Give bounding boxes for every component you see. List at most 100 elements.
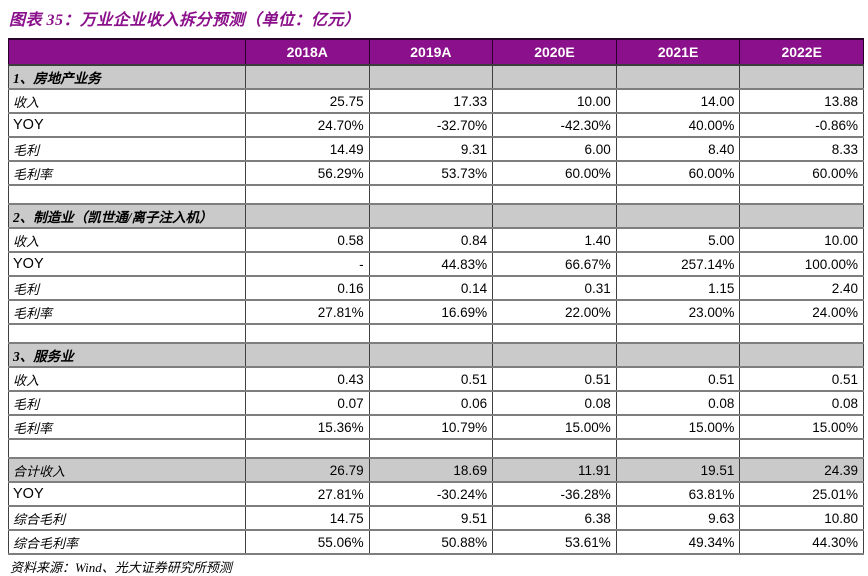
row-label: 合计收入 bbox=[8, 457, 246, 483]
value-cell bbox=[492, 438, 617, 459]
value-cell: 22.00% bbox=[492, 299, 617, 325]
row-label: 2、制造业（凯世通/离子注入机） bbox=[8, 203, 246, 229]
header-cell-2022E: 2022E bbox=[739, 38, 864, 66]
data-row: 毛利 0.07 0.06 0.08 0.08 0.08 bbox=[8, 390, 864, 416]
value-cell: 100.00% bbox=[739, 251, 864, 277]
spacer-row bbox=[8, 184, 864, 205]
value-cell bbox=[245, 438, 370, 459]
value-cell: 19.51 bbox=[615, 457, 741, 483]
value-cell: 17.33 bbox=[368, 88, 494, 114]
value-cell: 13.88 bbox=[739, 88, 864, 114]
section-row: 1、房地产业务 bbox=[8, 64, 864, 90]
value-cell bbox=[368, 184, 494, 205]
row-label: 毛利率 bbox=[8, 414, 246, 440]
value-cell: 0.31 bbox=[492, 275, 617, 301]
value-cell: 0.84 bbox=[368, 227, 494, 253]
value-cell: 60.00% bbox=[739, 160, 864, 186]
value-cell: 27.81% bbox=[245, 481, 370, 507]
value-cell: 0.16 bbox=[245, 275, 370, 301]
value-cell: 14.75 bbox=[245, 505, 370, 531]
value-cell: 1.15 bbox=[615, 275, 741, 301]
value-cell bbox=[739, 342, 864, 368]
row-label: 毛利 bbox=[8, 275, 246, 301]
value-cell: 23.00% bbox=[615, 299, 741, 325]
value-cell: 14.49 bbox=[245, 136, 370, 162]
header-cell-label bbox=[8, 38, 246, 66]
section-row: 2、制造业（凯世通/离子注入机） bbox=[8, 203, 864, 229]
value-cell bbox=[368, 64, 494, 90]
value-cell: 25.01% bbox=[739, 481, 864, 507]
value-cell: -42.30% bbox=[492, 112, 617, 138]
value-cell: 0.51 bbox=[615, 366, 741, 392]
row-label: 3、服务业 bbox=[8, 342, 246, 368]
data-row: YOY -44.83% 66.67% 257.14% 100.00% bbox=[8, 251, 864, 277]
value-cell: 0.58 bbox=[245, 227, 370, 253]
value-cell: 15.00% bbox=[739, 414, 864, 440]
value-cell: 9.63 bbox=[615, 505, 741, 531]
value-cell bbox=[245, 203, 370, 229]
chart-title: 图表 35：万业企业收入拆分预测（单位：亿元） bbox=[9, 12, 361, 29]
value-cell bbox=[245, 184, 370, 205]
value-cell bbox=[739, 438, 864, 459]
value-cell: 15.00% bbox=[615, 414, 741, 440]
value-cell: 0.06 bbox=[368, 390, 494, 416]
value-cell bbox=[245, 64, 370, 90]
value-cell: 0.51 bbox=[739, 366, 864, 392]
value-cell bbox=[739, 64, 864, 90]
value-cell bbox=[739, 323, 864, 344]
value-cell: 11.91 bbox=[492, 457, 617, 483]
value-cell: 9.51 bbox=[368, 505, 494, 531]
row-label: YOY bbox=[8, 112, 246, 138]
data-row: 毛利率 56.29% 53.73% 60.00% 60.00% 60.00% bbox=[8, 160, 864, 186]
row-label: YOY bbox=[8, 481, 246, 507]
forecast-table: 2018A 2019A 2020E 2021E 2022E 1、房地产业务 收入 25.75… bbox=[8, 38, 864, 555]
row-label: 收入 bbox=[8, 366, 246, 392]
value-cell: 18.69 bbox=[368, 457, 494, 483]
value-cell bbox=[739, 184, 864, 205]
header-cell-2019A: 2019A bbox=[368, 38, 494, 66]
data-row: 收入 25.75 17.33 10.00 14.00 13.88 bbox=[8, 88, 864, 114]
data-row: YOY 24.70% -32.70% -42.30% 40.00% -0.86% bbox=[8, 112, 864, 138]
row-label: 收入 bbox=[8, 88, 246, 114]
value-cell: 0.08 bbox=[739, 390, 864, 416]
section-row: 3、服务业 bbox=[8, 342, 864, 368]
spacer-row bbox=[8, 438, 864, 459]
value-cell: 0.14 bbox=[368, 275, 494, 301]
value-cell bbox=[615, 438, 741, 459]
value-cell: 27.81% bbox=[245, 299, 370, 325]
value-cell bbox=[492, 184, 617, 205]
value-cell: 44.30% bbox=[739, 529, 864, 555]
value-cell: 8.33 bbox=[739, 136, 864, 162]
value-cell: 49.34% bbox=[615, 529, 741, 555]
value-cell bbox=[368, 323, 494, 344]
value-cell: 10.80 bbox=[739, 505, 864, 531]
data-row: 毛利 0.16 0.14 0.31 1.15 2.40 bbox=[8, 275, 864, 301]
value-cell bbox=[615, 323, 741, 344]
value-cell: 0.08 bbox=[615, 390, 741, 416]
value-cell: 10.00 bbox=[492, 88, 617, 114]
value-cell: 0.51 bbox=[492, 366, 617, 392]
data-row: 毛利率 15.36% 10.79% 15.00% 15.00% 15.00% bbox=[8, 414, 864, 440]
value-cell: 0.51 bbox=[368, 366, 494, 392]
row-label bbox=[8, 438, 246, 459]
value-cell: 60.00% bbox=[492, 160, 617, 186]
data-row: 收入 0.43 0.51 0.51 0.51 0.51 bbox=[8, 366, 864, 392]
data-row: 收入 0.58 0.84 1.40 5.00 10.00 bbox=[8, 227, 864, 253]
value-cell: 56.29% bbox=[245, 160, 370, 186]
value-cell: 0.07 bbox=[245, 390, 370, 416]
row-label: 收入 bbox=[8, 227, 246, 253]
data-row: 综合毛利率 55.06% 50.88% 53.61% 49.34% 44.30% bbox=[8, 529, 864, 555]
header-cell-2021E: 2021E bbox=[615, 38, 741, 66]
value-cell: 14.00 bbox=[615, 88, 741, 114]
value-cell: 53.73% bbox=[368, 160, 494, 186]
value-cell: 25.75 bbox=[245, 88, 370, 114]
value-cell bbox=[245, 342, 370, 368]
value-cell bbox=[492, 64, 617, 90]
value-cell bbox=[739, 203, 864, 229]
value-cell: 9.31 bbox=[368, 136, 494, 162]
value-cell: 40.00% bbox=[615, 112, 741, 138]
row-label: 综合毛利 bbox=[8, 505, 246, 531]
value-cell bbox=[615, 342, 741, 368]
value-cell bbox=[615, 64, 741, 90]
value-cell: -0.86% bbox=[739, 112, 864, 138]
